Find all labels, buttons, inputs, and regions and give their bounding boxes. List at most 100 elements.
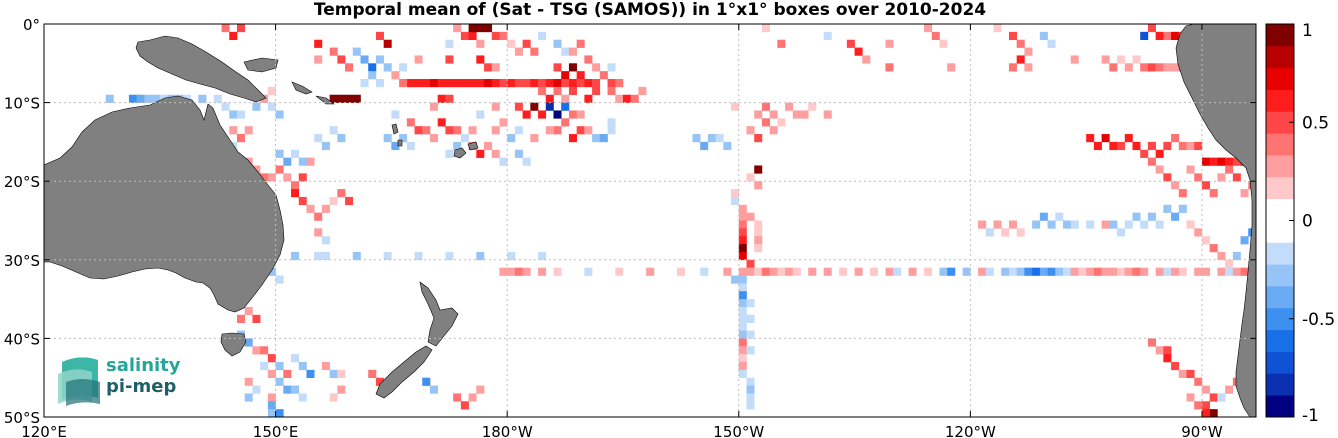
heatmap-cell bbox=[368, 369, 377, 378]
heatmap-cell bbox=[468, 79, 477, 88]
heatmap-cell bbox=[321, 141, 330, 151]
heatmap-cell bbox=[491, 79, 500, 88]
south-america-landmass bbox=[1175, 24, 1256, 417]
heatmap-cell bbox=[236, 134, 246, 143]
colorbar: 1 0.5 0 -0.5 -1 bbox=[1265, 21, 1335, 426]
heatmap-cell bbox=[1039, 31, 1048, 41]
heatmap-cell bbox=[306, 204, 315, 213]
heatmap-cell bbox=[738, 267, 747, 276]
heatmap-cell bbox=[476, 79, 485, 88]
heatmap-cell bbox=[584, 79, 593, 88]
heatmap-cell bbox=[484, 79, 493, 88]
heatmap-cell bbox=[1117, 228, 1126, 237]
heatmap-cell bbox=[1109, 220, 1118, 229]
heatmap-cell bbox=[1256, 401, 1264, 409]
heatmap-cell bbox=[754, 110, 763, 119]
heatmap-cell bbox=[592, 86, 601, 96]
heatmap-cell bbox=[244, 306, 253, 316]
heatmap-cell bbox=[530, 102, 539, 111]
heatmap-cell bbox=[213, 94, 222, 103]
heatmap-cell bbox=[445, 251, 454, 261]
heatmap-cell bbox=[1186, 141, 1195, 151]
heatmap-cell bbox=[329, 47, 338, 56]
heatmap-cell bbox=[314, 39, 323, 48]
heatmap-cell bbox=[1001, 267, 1010, 276]
heatmap-cell bbox=[375, 377, 384, 386]
heatmap-cell bbox=[499, 267, 508, 276]
heatmap-cell bbox=[1117, 141, 1126, 151]
heatmap-cell bbox=[283, 385, 292, 394]
heatmap-cell bbox=[538, 31, 547, 41]
colorbar-segment bbox=[1266, 155, 1294, 178]
heatmap-cell bbox=[568, 86, 577, 96]
heatmap-cell bbox=[1039, 267, 1048, 276]
heatmap-cell bbox=[345, 94, 354, 103]
heatmap-cell bbox=[1047, 220, 1056, 229]
heatmap-cell bbox=[553, 79, 562, 88]
heatmap-cell bbox=[375, 79, 384, 88]
heatmap-cell bbox=[275, 149, 284, 158]
heatmap-cell bbox=[522, 39, 531, 48]
heatmap-cell bbox=[738, 330, 747, 339]
heatmap-cell bbox=[1217, 267, 1226, 276]
heatmap-cell bbox=[514, 79, 523, 88]
heatmap-cell bbox=[1256, 307, 1264, 315]
heatmap-cell bbox=[1256, 393, 1264, 401]
heatmap-cell bbox=[1171, 361, 1180, 371]
heatmap-cell bbox=[1171, 63, 1180, 72]
heatmap-cell bbox=[1024, 47, 1033, 56]
x-tick-label: 150°W bbox=[713, 423, 764, 438]
heatmap-cell bbox=[1155, 346, 1164, 355]
heatmap-cell bbox=[885, 63, 894, 72]
heatmap-cell bbox=[1047, 39, 1056, 48]
heatmap-cell bbox=[993, 24, 1002, 33]
colorbar-segment bbox=[1266, 176, 1294, 200]
heatmap-cell bbox=[337, 134, 346, 143]
heatmap-cell bbox=[507, 134, 516, 143]
heatmap-cell bbox=[870, 267, 879, 276]
heatmap-cell bbox=[499, 31, 508, 41]
heatmap-cell bbox=[1117, 55, 1126, 64]
heatmap-cell bbox=[1163, 354, 1172, 363]
heatmap-cell bbox=[1101, 134, 1110, 143]
heatmap-cell bbox=[337, 55, 346, 64]
heatmap-cell bbox=[1001, 228, 1010, 237]
colorbar-tick-label: -0.5 bbox=[1302, 310, 1335, 330]
heatmap-cell bbox=[746, 393, 755, 402]
heatmap-cell bbox=[429, 134, 439, 143]
heatmap-cell bbox=[754, 267, 763, 276]
heatmap-cell bbox=[754, 228, 763, 237]
heatmap-cell bbox=[993, 220, 1002, 229]
heatmap-cell bbox=[924, 24, 933, 33]
heatmap-cell bbox=[468, 24, 477, 33]
heatmap-cell bbox=[298, 173, 307, 182]
colorbar-segment bbox=[1266, 242, 1294, 265]
heatmap-cell bbox=[244, 393, 253, 402]
heatmap-cell bbox=[321, 204, 330, 213]
heatmap-cell bbox=[561, 118, 570, 127]
heatmap-cell bbox=[738, 251, 747, 261]
heatmap-cell bbox=[152, 94, 161, 103]
heatmap-cell bbox=[924, 267, 933, 276]
heatmap-cell bbox=[368, 71, 377, 80]
heatmap-cell bbox=[275, 165, 284, 174]
heatmap-cell bbox=[947, 63, 956, 72]
colorbar-segment bbox=[1266, 24, 1294, 47]
heatmap-cell bbox=[1147, 141, 1156, 151]
heatmap-cell bbox=[445, 79, 454, 88]
heatmap-cell bbox=[1132, 267, 1141, 276]
heatmap-cell bbox=[769, 126, 778, 135]
heatmap-cell bbox=[561, 79, 570, 88]
heatmap-cell bbox=[267, 102, 276, 111]
fiji-islands bbox=[453, 141, 479, 159]
heatmap-cell bbox=[731, 189, 740, 198]
heatmap-cell bbox=[422, 126, 431, 135]
heatmap-cell bbox=[1032, 220, 1041, 229]
heatmap-cell bbox=[437, 94, 446, 103]
heatmap-cell bbox=[236, 314, 246, 323]
heatmap-cell bbox=[221, 24, 230, 33]
heatmap-cell bbox=[1140, 220, 1149, 229]
heatmap-cell bbox=[1256, 55, 1264, 63]
heatmap-cell bbox=[522, 79, 531, 88]
heatmap-cell bbox=[1140, 63, 1149, 72]
